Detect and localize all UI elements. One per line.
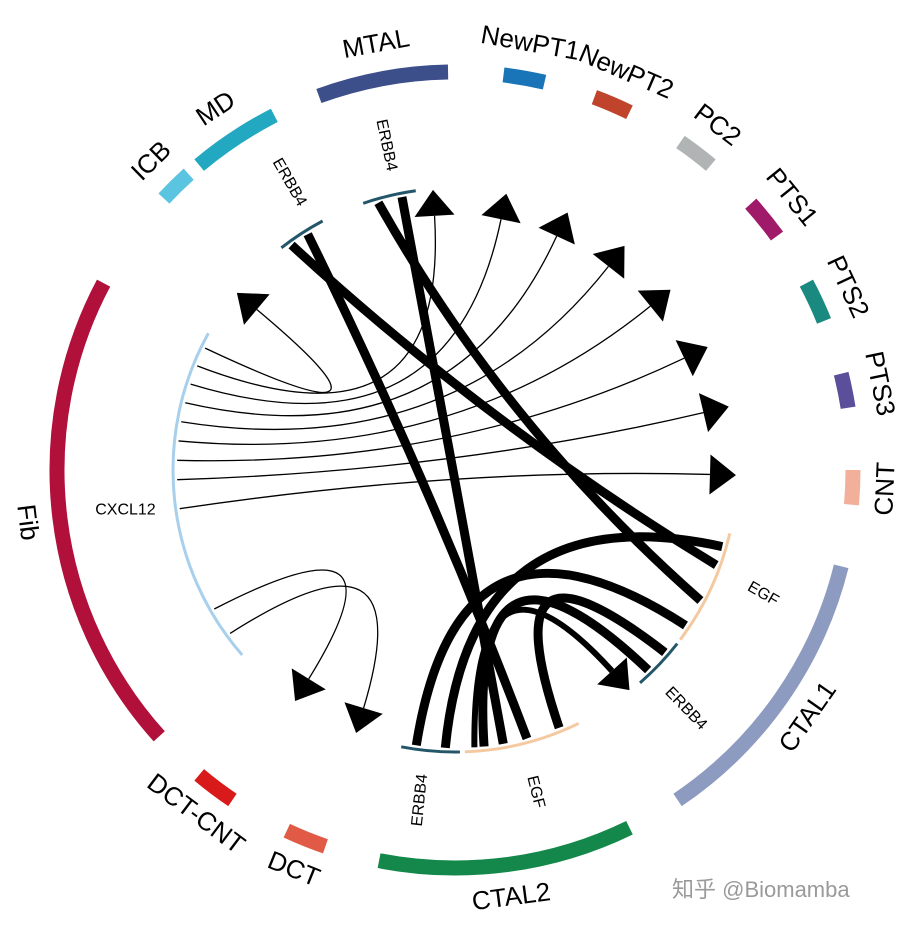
arrowhead [675, 340, 708, 377]
link [178, 305, 651, 446]
arrowhead [709, 454, 736, 495]
link [213, 569, 347, 680]
sector-label: CTAL2 [470, 876, 552, 916]
sector-arc [844, 469, 861, 506]
gene-arc [464, 722, 580, 754]
arrowhead [414, 189, 455, 218]
link [288, 241, 719, 569]
link [197, 215, 437, 394]
link [303, 232, 532, 741]
sector-arc [676, 135, 716, 171]
gene-label: EGF [523, 774, 548, 810]
sector-arc [377, 820, 633, 876]
sector-label: PTS2 [821, 251, 876, 323]
link [411, 568, 688, 747]
sector-arc [591, 90, 633, 120]
sector-label: MTAL [340, 22, 412, 64]
link [190, 219, 502, 405]
sector-label: Fib [11, 503, 45, 543]
sector-label: ICB [125, 134, 177, 186]
sector-arc [283, 823, 328, 854]
gene-label: ERBB4 [409, 773, 431, 827]
sector-label: DCT [264, 845, 325, 893]
sector-label: MD [190, 84, 240, 131]
link [181, 265, 609, 431]
gene-label: ERBB4 [372, 118, 400, 173]
link [179, 472, 710, 510]
sector-arc [49, 279, 165, 742]
arrowhead [291, 668, 326, 702]
link [204, 309, 332, 394]
gene-arc [171, 332, 244, 656]
links [177, 189, 736, 749]
sector-arc [158, 168, 194, 204]
arrowhead [344, 702, 383, 733]
link [471, 606, 615, 748]
gene-arc [280, 219, 324, 249]
arrowhead [597, 657, 630, 691]
arrowhead [538, 212, 575, 245]
link [177, 357, 685, 462]
arrowhead [698, 393, 729, 433]
arrowhead [637, 289, 671, 322]
sector-arc [745, 198, 784, 241]
gene-arc [400, 745, 460, 754]
sector-label: PTS3 [859, 349, 901, 419]
sector-label: NewPT1 [479, 19, 582, 66]
sector-arc [194, 108, 278, 171]
link [440, 532, 724, 749]
gene-label: ERBB4 [661, 684, 710, 734]
link [478, 595, 652, 747]
gene-label: CXCL12 [95, 502, 156, 519]
arrowhead [592, 245, 625, 279]
gene-arc [679, 533, 732, 641]
sector-arc [316, 64, 449, 104]
gene-label: ERBB4 [269, 155, 310, 209]
sector-arc [833, 371, 856, 409]
link [185, 235, 558, 417]
sector-label: PC2 [689, 97, 747, 151]
sector-label: NewPT2 [575, 38, 678, 105]
sector-arc [673, 564, 849, 807]
watermark: 知乎 @Biomamba [672, 877, 850, 902]
gene-label: EGF [744, 579, 781, 610]
arrowhead [481, 193, 521, 224]
sector-label: CNT [868, 461, 900, 516]
sector-arc [502, 67, 547, 90]
gene-arc [639, 642, 679, 684]
sector-arc [799, 279, 831, 324]
gene-arc [362, 189, 416, 205]
sector-arc [194, 769, 237, 807]
arrowhead [236, 292, 270, 325]
link [229, 585, 379, 709]
